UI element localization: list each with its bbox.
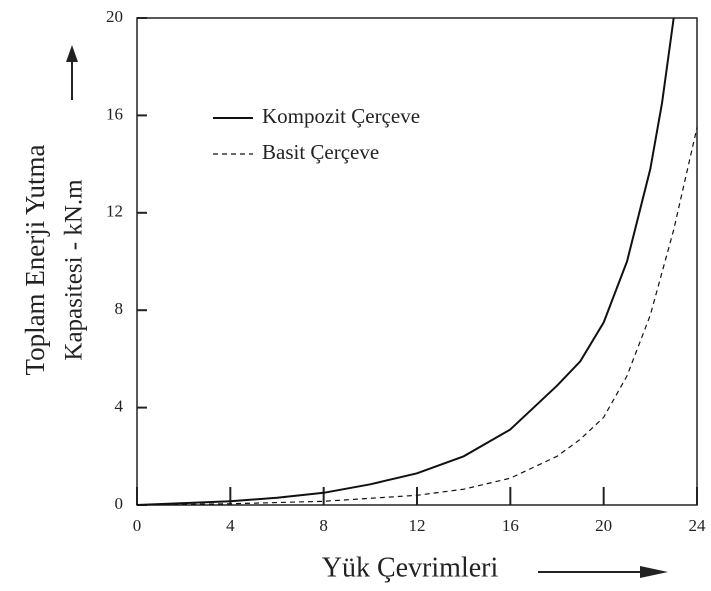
x-tick-label: 4 bbox=[226, 516, 235, 535]
y-tick-label: 12 bbox=[106, 202, 123, 221]
x-tick-label: 8 bbox=[319, 516, 328, 535]
x-tick-label: 0 bbox=[133, 516, 142, 535]
y-tick-label: 16 bbox=[106, 104, 123, 123]
line-series bbox=[136, 17, 675, 506]
y-tick-label: 4 bbox=[115, 397, 124, 416]
x-tick-label: 16 bbox=[502, 516, 519, 535]
y-axis-label: Kapasitesi - kN.m bbox=[61, 179, 88, 361]
x-tick-label: 12 bbox=[409, 516, 426, 535]
x-arrow bbox=[538, 566, 668, 578]
plot-frame bbox=[136, 17, 698, 506]
y-axis-label: Toplam Enerji Yutma bbox=[20, 144, 50, 375]
y-tick-label: 8 bbox=[115, 299, 124, 318]
legend-label: Kompozit Çerçeve bbox=[262, 104, 420, 128]
y-arrow bbox=[66, 45, 78, 100]
line-series bbox=[136, 127, 698, 506]
x-tick-label: 24 bbox=[689, 516, 707, 535]
x-tick-label: 20 bbox=[595, 516, 612, 535]
y-tick-label: 0 bbox=[115, 494, 124, 513]
x-axis-label: Yük Çevrimleri bbox=[322, 552, 499, 583]
y-tick-label: 20 bbox=[106, 7, 123, 26]
legend-label: Basit Çerçeve bbox=[262, 140, 379, 164]
